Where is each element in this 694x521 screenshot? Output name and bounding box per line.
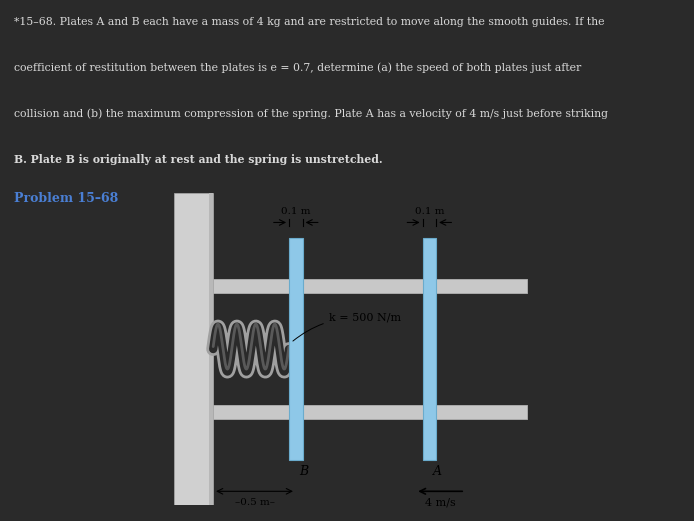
Text: k = 500 N/m: k = 500 N/m bbox=[293, 313, 401, 341]
Text: B. Plate B is originally at rest and the spring is unstretched.: B. Plate B is originally at rest and the… bbox=[14, 154, 382, 165]
Text: coefficient of restitution between the plates is e = 0.7, determine (a) the spee: coefficient of restitution between the p… bbox=[14, 63, 581, 73]
Text: 0.1 m: 0.1 m bbox=[414, 207, 444, 216]
Bar bbox=[423, 238, 437, 460]
Text: 4 m/s: 4 m/s bbox=[425, 498, 455, 507]
Bar bbox=[289, 238, 303, 460]
Text: A: A bbox=[433, 465, 442, 478]
Text: B: B bbox=[299, 465, 309, 478]
Text: Problem 15–68: Problem 15–68 bbox=[14, 192, 118, 205]
Text: collision and (b) the maximum compression of the spring. Plate A has a velocity : collision and (b) the maximum compressio… bbox=[14, 108, 608, 119]
Bar bbox=[209, 193, 213, 505]
Text: –0.5 m–: –0.5 m– bbox=[235, 498, 275, 506]
Bar bbox=[213, 405, 527, 419]
Bar bbox=[213, 279, 527, 293]
Bar bbox=[174, 193, 213, 505]
Text: *15–68. Plates A and B each have a mass of 4 kg and are restricted to move along: *15–68. Plates A and B each have a mass … bbox=[14, 17, 604, 27]
Text: 0.1 m: 0.1 m bbox=[281, 207, 311, 216]
